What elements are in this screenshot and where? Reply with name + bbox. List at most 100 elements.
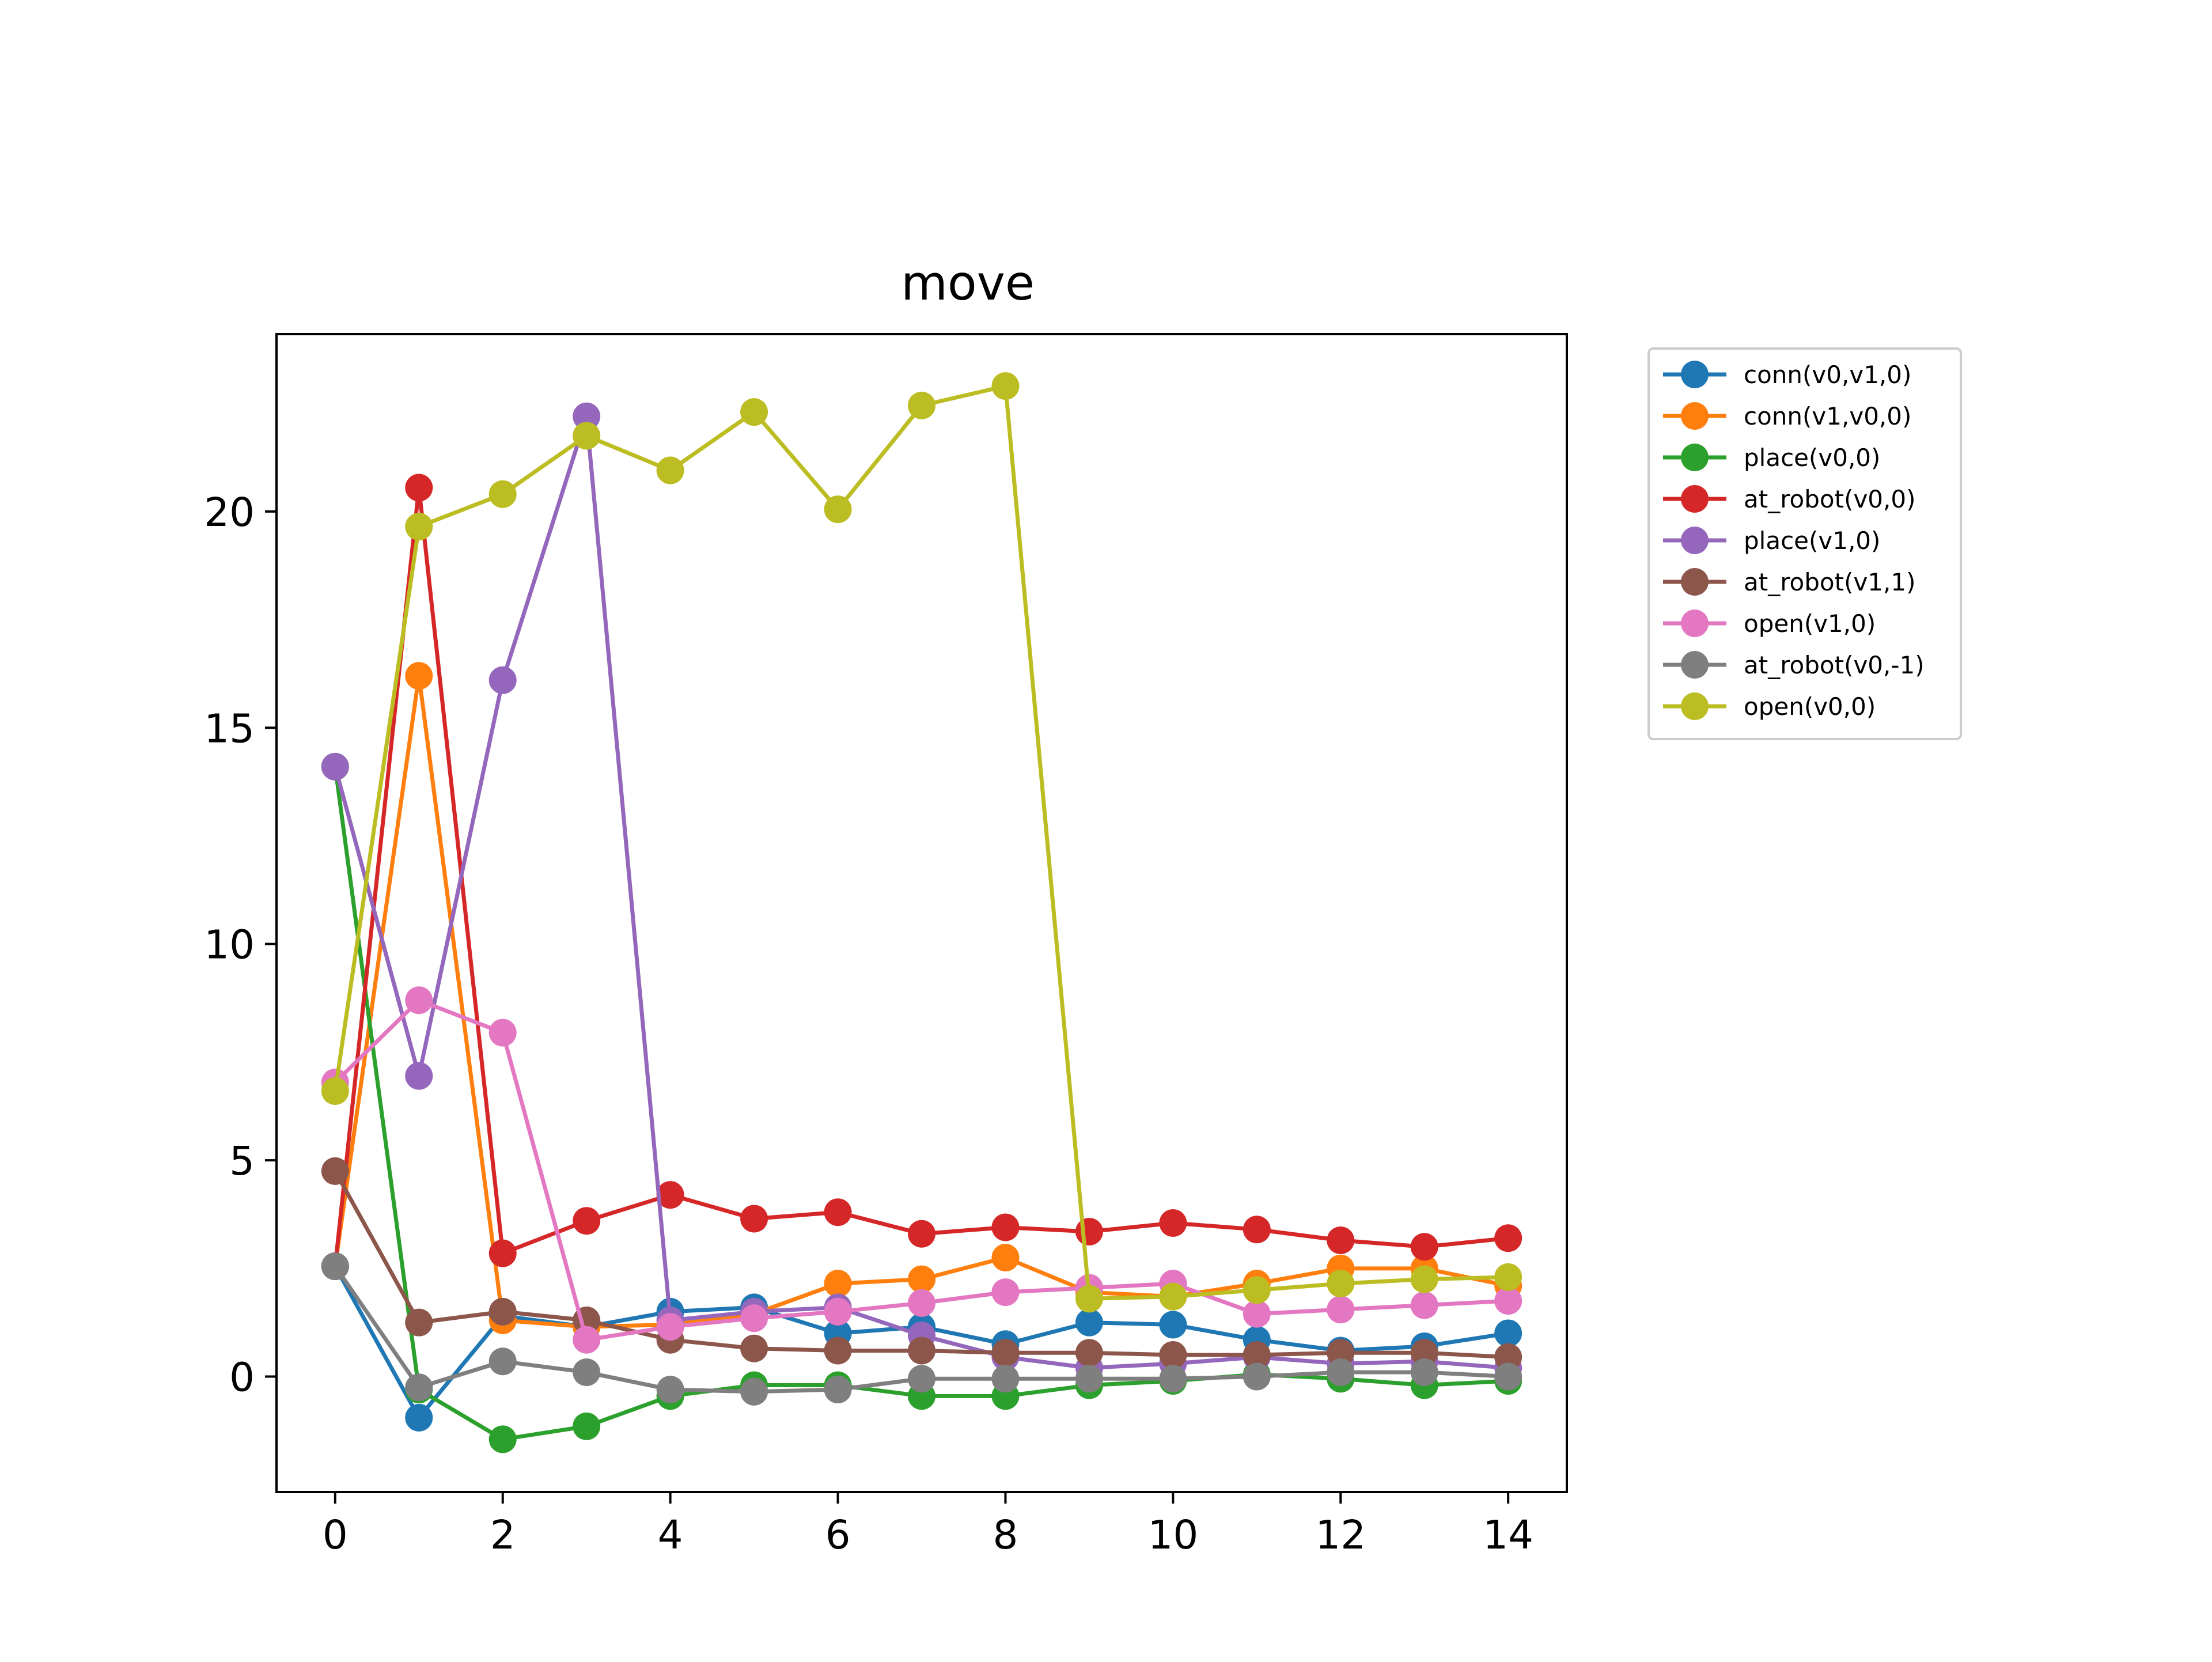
legend-marker (1681, 651, 1709, 679)
data-point (824, 1297, 852, 1326)
data-point (1494, 1263, 1522, 1291)
legend-item: conn(v1,v0,0) (1663, 402, 1911, 430)
legend-marker (1681, 692, 1709, 720)
data-point (1410, 1233, 1438, 1261)
data-point (740, 1304, 768, 1332)
data-point (656, 1376, 684, 1404)
data-point (740, 398, 768, 426)
data-point (488, 1239, 517, 1267)
data-point (1494, 1319, 1522, 1347)
legend: conn(v0,v1,0) conn(v1,v0,0) place(v0,0) at_… (1647, 347, 1962, 740)
legend-label: conn(v1,v0,0) (1744, 402, 1911, 430)
data-point (405, 1373, 433, 1402)
data-point (656, 1313, 684, 1341)
data-point (908, 1265, 935, 1293)
data-point (1243, 1216, 1271, 1244)
legend-item: place(v1,0) (1663, 527, 1880, 555)
legend-marker (1681, 568, 1709, 596)
data-point (1410, 1291, 1438, 1319)
data-point (405, 1062, 433, 1090)
data-point (1410, 1358, 1438, 1387)
legend-marker (1681, 361, 1709, 388)
data-point (824, 495, 852, 524)
legend-label: at_robot(v0,0) (1744, 485, 1916, 513)
data-point (1243, 1300, 1271, 1328)
data-point (1327, 1270, 1355, 1298)
data-point (1159, 1311, 1187, 1339)
y-tick-label: 15 (204, 706, 255, 752)
plot-frame (275, 333, 1568, 1493)
data-point (1243, 1276, 1271, 1304)
data-point (908, 391, 935, 419)
data-point (740, 1377, 768, 1406)
legend-item: open(v0,0) (1663, 692, 1876, 721)
legend-label: place(v1,0) (1744, 527, 1880, 555)
data-point (740, 1334, 768, 1362)
data-point (488, 666, 517, 694)
series-6 (321, 986, 1522, 1354)
data-point (321, 1077, 349, 1105)
y-tick-label: 10 (204, 922, 255, 968)
data-point (1075, 1339, 1103, 1367)
data-point (573, 1412, 601, 1440)
data-point (405, 1308, 433, 1337)
data-point (405, 1403, 433, 1432)
data-point (991, 1278, 1020, 1307)
data-point (1327, 1226, 1355, 1255)
legend-item: at_robot(v1,1) (1663, 568, 1916, 596)
data-point (908, 1337, 935, 1365)
x-tick-label: 12 (1315, 1512, 1366, 1558)
data-point (991, 1244, 1020, 1272)
data-point (1494, 1224, 1522, 1252)
y-tick-label: 0 (229, 1355, 255, 1401)
legend-marker (1681, 485, 1709, 513)
data-point (824, 1376, 852, 1404)
x-tick-label: 6 (825, 1512, 851, 1558)
legend-label: at_robot(v0,-1) (1744, 651, 1925, 679)
data-point (321, 1157, 349, 1185)
data-point (1243, 1362, 1271, 1391)
series-layer (321, 372, 1522, 1453)
data-point (1159, 1365, 1187, 1393)
legend-marker (1681, 402, 1709, 430)
data-point (1327, 1339, 1355, 1367)
data-point (321, 1252, 349, 1281)
x-tick-label: 4 (658, 1512, 683, 1558)
data-point (824, 1198, 852, 1226)
data-point (488, 1297, 517, 1326)
data-point (1075, 1365, 1103, 1393)
data-point (1159, 1282, 1187, 1311)
series-7 (321, 1252, 1522, 1406)
data-point (1075, 1285, 1103, 1313)
data-point (824, 1337, 852, 1365)
series-8 (321, 372, 1522, 1313)
data-point (1410, 1339, 1438, 1367)
data-point (1327, 1296, 1355, 1324)
data-point (1243, 1341, 1271, 1369)
data-point (1494, 1343, 1522, 1371)
data-point (1159, 1341, 1187, 1369)
data-point (991, 1365, 1020, 1393)
data-point (488, 480, 517, 508)
data-point (1494, 1362, 1522, 1391)
legend-marker (1681, 444, 1709, 471)
data-point (573, 1326, 601, 1354)
data-point (321, 752, 349, 781)
x-tick-label: 8 (993, 1512, 1018, 1558)
x-tick-label: 10 (1147, 1512, 1198, 1558)
legend-frame (1647, 347, 1962, 740)
data-point (1494, 1287, 1522, 1315)
data-point (908, 1220, 935, 1248)
data-point (908, 1365, 935, 1393)
legend-label: place(v0,0) (1744, 444, 1880, 472)
data-point (405, 474, 433, 502)
x-axis: 0 2 4 6 8 10 12 14 (323, 1492, 1533, 1558)
legend-label: conn(v0,v1,0) (1744, 361, 1911, 389)
data-point (1159, 1209, 1187, 1237)
data-point (405, 986, 433, 1014)
y-axis: 0 5 10 15 20 (204, 490, 276, 1401)
data-point (573, 422, 601, 450)
data-point (573, 1358, 601, 1387)
data-point (488, 1019, 517, 1047)
